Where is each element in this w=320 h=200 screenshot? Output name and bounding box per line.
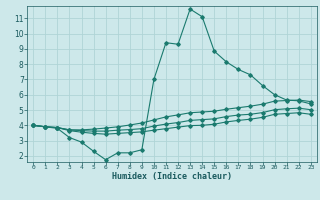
X-axis label: Humidex (Indice chaleur): Humidex (Indice chaleur) bbox=[112, 172, 232, 181]
